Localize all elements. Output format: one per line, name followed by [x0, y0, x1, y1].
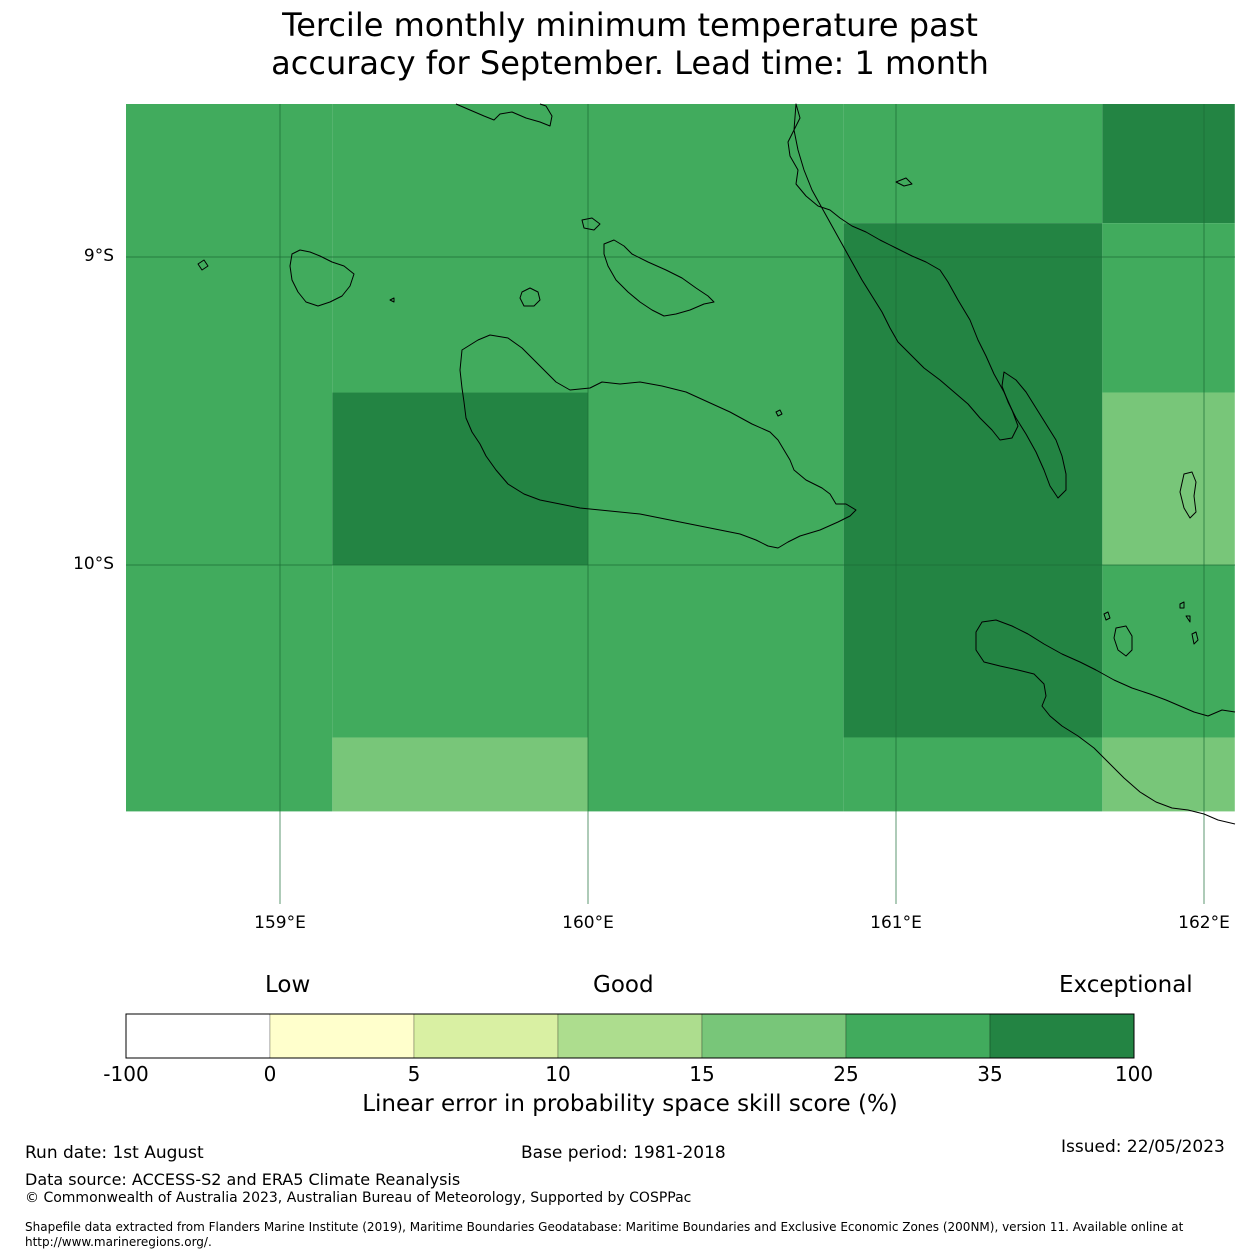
skill-cell	[126, 104, 333, 812]
lon-label-160e: 160°E	[562, 913, 614, 933]
coast-ulawa	[1179, 471, 1197, 519]
colorbar-title: Linear error in probability space skill …	[362, 1091, 898, 1117]
colorbar-tick: 35	[977, 1062, 1003, 1086]
skill-cell	[1102, 392, 1235, 565]
colorbar-tick: 0	[263, 1062, 277, 1086]
colorbar	[125, 1013, 1135, 1059]
colorbar-tick: 15	[689, 1062, 715, 1086]
lat-label-10s: 10°S	[73, 554, 114, 574]
copyright: © Commonwealth of Australia 2023, Austra…	[25, 1190, 692, 1206]
coast-island-w	[197, 259, 209, 271]
colorbar-segment	[125, 1013, 271, 1059]
skill-grid	[126, 104, 1235, 812]
colorbar-segment	[269, 1013, 415, 1059]
shapefile-credit-line-2: http://www.marineregions.org/.	[25, 1235, 212, 1249]
coast-makira	[975, 619, 1236, 825]
coast-island-north	[455, 103, 553, 127]
colorbar-tick: 10	[545, 1062, 571, 1086]
colorbar-frame	[125, 1013, 1135, 1059]
coast-savo	[519, 287, 541, 307]
coast-florida-islands	[603, 239, 715, 317]
skill-cell	[588, 104, 844, 812]
title-line-2: accuracy for September. Lead time: 1 mon…	[271, 44, 989, 82]
legend-exceptional-label: Exceptional	[1059, 972, 1193, 998]
map-title: Tercile monthly minimum temperature past…	[0, 6, 1260, 82]
colorbar-segment	[845, 1013, 991, 1059]
coast-small-malaita	[1001, 371, 1067, 499]
coast-islet-c	[1103, 611, 1111, 621]
coast-islet-a	[389, 297, 395, 303]
legend-low-label: Low	[265, 972, 311, 998]
lon-label-162e: 162°E	[1178, 913, 1230, 933]
skill-cell	[332, 737, 588, 812]
coast-islet-e	[1191, 631, 1199, 645]
colorbar-segment	[557, 1013, 703, 1059]
coast-islet-b	[581, 217, 601, 231]
run-date: Run date: 1st August	[25, 1143, 204, 1163]
colorbar-tick: 5	[407, 1062, 421, 1086]
skill-cell	[843, 104, 1103, 224]
colorbar-tick: -100	[103, 1062, 149, 1086]
coast-guadalcanal	[459, 334, 857, 549]
lon-label-159e: 159°E	[254, 913, 306, 933]
lon-label-161e: 161°E	[870, 913, 922, 933]
colorbar-tick: 100	[1114, 1062, 1154, 1086]
lat-label-9s: 9°S	[83, 246, 114, 266]
colorbar-tick: 25	[833, 1062, 859, 1086]
shapefile-credit-line-1: Shapefile data extracted from Flanders M…	[25, 1220, 1184, 1234]
skill-cell	[1102, 223, 1235, 393]
issued-date: Issued: 22/05/2023	[1061, 1137, 1225, 1157]
skill-cell	[1102, 565, 1235, 738]
coast-islet-f	[1185, 615, 1191, 623]
data-source: Data source: ACCESS-S2 and ERA5 Climate …	[25, 1170, 461, 1189]
colorbar-segment	[413, 1013, 559, 1059]
graticule	[126, 104, 1235, 904]
title-line-1: Tercile monthly minimum temperature past	[282, 6, 978, 44]
coastlines	[197, 103, 1236, 825]
skill-cell	[332, 104, 588, 393]
shapefile-credit: Shapefile data extracted from Flanders M…	[25, 1220, 1183, 1250]
coast-islet-d	[1179, 601, 1185, 609]
skill-cell	[332, 565, 588, 738]
skill-cell	[332, 392, 588, 565]
coast-islet-g	[775, 409, 783, 417]
skill-cell	[1102, 104, 1235, 224]
coast-islet-h	[895, 177, 913, 187]
skill-cell	[843, 737, 1103, 812]
coast-russell-islands	[289, 249, 355, 307]
skill-cell	[843, 223, 1103, 738]
coast-ugi	[1113, 625, 1133, 657]
base-period: Base period: 1981-2018	[521, 1143, 726, 1163]
skill-cell	[1102, 737, 1235, 812]
colorbar-segment	[989, 1013, 1135, 1059]
legend-good-label: Good	[593, 972, 654, 998]
colorbar-segment	[701, 1013, 847, 1059]
